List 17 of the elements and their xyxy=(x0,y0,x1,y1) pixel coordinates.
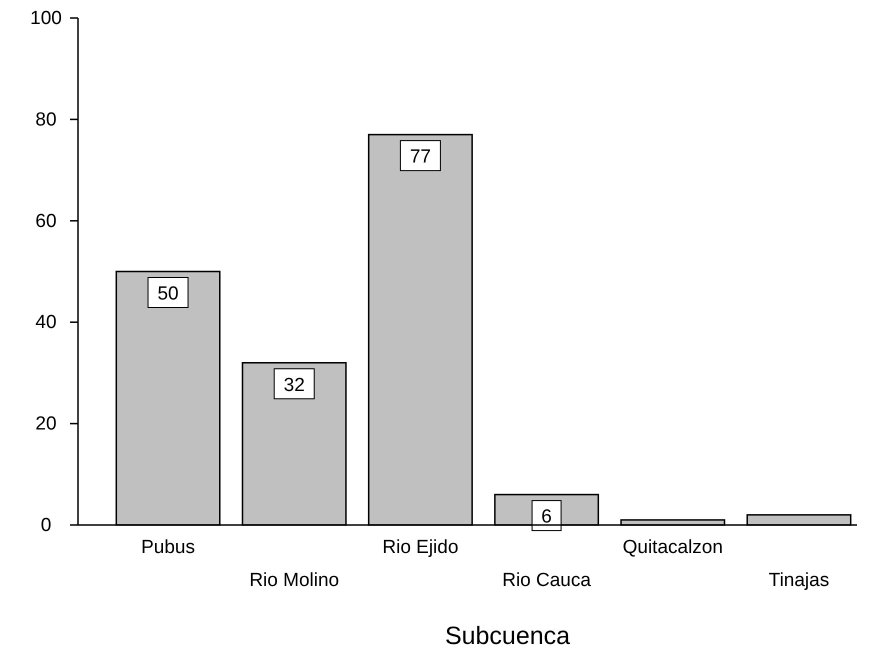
x-tick-label: Rio Ejido xyxy=(382,537,458,558)
data-label: 50 xyxy=(157,284,179,304)
data-label: 77 xyxy=(410,146,431,168)
y-tick-label: 20 xyxy=(35,414,57,435)
x-tick-label: Quitacalzon xyxy=(622,537,723,558)
data-label: 6 xyxy=(541,506,552,528)
x-tick-label: Rio Molino xyxy=(249,570,340,591)
y-tick-label: 100 xyxy=(30,8,62,29)
y-tick-label: 40 xyxy=(35,312,57,334)
x-tick-label: Tinajas xyxy=(768,570,830,591)
y-tick-label: 80 xyxy=(35,109,57,130)
y-tick-label: 60 xyxy=(35,210,57,232)
x-axis-title: Subcuenca xyxy=(444,622,570,650)
x-tick-label: Pubus xyxy=(141,537,195,558)
x-tick-label: Rio Cauca xyxy=(502,570,592,591)
y-tick-label: 0 xyxy=(40,515,52,536)
data-label: 32 xyxy=(284,374,305,396)
